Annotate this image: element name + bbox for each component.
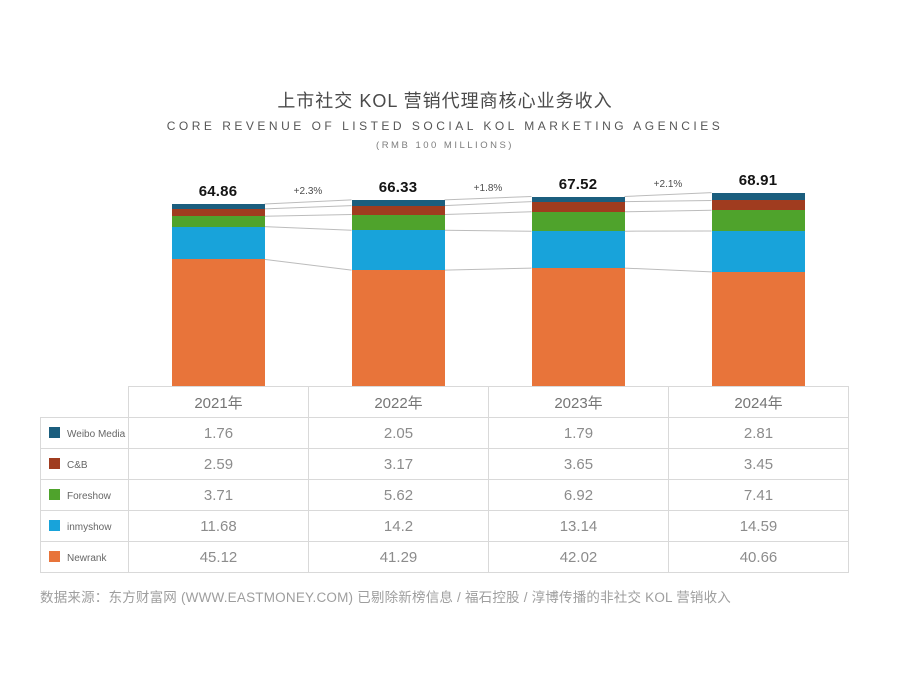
series-legend-cell: C&B <box>40 448 129 480</box>
year-header-cell: 2024年 <box>668 386 849 418</box>
value-cell: 1.76 <box>128 417 309 449</box>
series-legend-cell: inmyshow <box>40 510 129 542</box>
table-body: Weibo Media 1.76 2.05 1.79 2.81 C&B 2.59 3.17 3.… <box>40 417 849 573</box>
bar-total-label: 64.86 <box>198 183 238 200</box>
connector-line <box>444 201 532 207</box>
bar-segment-inmyshow-2024 <box>711 230 805 272</box>
bar-segment-newrank-2023 <box>531 268 625 386</box>
bar-segment-weibo-media-2022 <box>351 199 445 206</box>
series-name-label: Foreshow <box>67 490 111 502</box>
bar-segment-c-b-2024 <box>711 200 805 211</box>
bar-segment-c-b-2021 <box>171 208 265 217</box>
connector-line <box>264 214 352 217</box>
bar-segment-inmyshow-2021 <box>171 226 265 260</box>
bar-segment-newrank-2024 <box>711 271 805 386</box>
connector-line <box>624 192 712 197</box>
value-cell: 2.05 <box>308 417 489 449</box>
bar-segment-foreshow-2024 <box>711 210 805 231</box>
connector-line <box>444 196 532 201</box>
bar-total-label: 68.91 <box>738 171 778 189</box>
bar-segment-foreshow-2021 <box>171 216 265 227</box>
value-cell: 13.14 <box>488 510 669 542</box>
year-header-cell: 2023年 <box>488 386 669 418</box>
year-header-cell: 2021年 <box>128 386 309 418</box>
value-cell: 3.65 <box>488 448 669 480</box>
bar-segment-inmyshow-2023 <box>531 231 625 269</box>
connector-line <box>624 209 712 213</box>
growth-rate-label: +2.3% <box>293 185 323 197</box>
bar-segment-weibo-media-2021 <box>171 204 265 209</box>
value-cell: 3.71 <box>128 479 309 511</box>
page-title: 上市社交 KOL 营销代理商核心业务收入 <box>277 91 613 111</box>
connector-line <box>624 200 712 203</box>
value-cell: 3.45 <box>668 448 849 480</box>
year-header-cell: 2022年 <box>308 386 489 418</box>
value-cell: 41.29 <box>308 541 489 573</box>
series-legend-cell: Newrank <box>40 541 129 573</box>
table-row-foreshow: Foreshow 3.71 5.62 6.92 7.41 <box>40 479 849 511</box>
bar-segment-inmyshow-2022 <box>351 230 445 271</box>
connector-line <box>264 226 352 231</box>
legend-header-cell <box>41 387 129 418</box>
legend-swatch-icon <box>49 519 60 531</box>
table-row-weibo-media: Weibo Media 1.76 2.05 1.79 2.81 <box>40 417 849 449</box>
connector-line <box>444 229 532 232</box>
series-name-label: Newrank <box>67 552 107 564</box>
bar-segment-c-b-2023 <box>531 201 625 212</box>
bar-total-label: 66.33 <box>378 178 418 196</box>
series-name-label: inmyshow <box>67 521 112 533</box>
bar-segment-c-b-2022 <box>351 205 445 215</box>
value-cell: 5.62 <box>308 479 489 511</box>
growth-rate-label: +1.8% <box>473 182 503 194</box>
value-cell: 6.92 <box>488 479 669 511</box>
table-row-inmyshow: inmyshow 11.68 14.2 13.14 14.59 <box>40 510 849 542</box>
connector-line <box>264 199 352 205</box>
bar-segment-foreshow-2023 <box>531 211 625 232</box>
table-header-row: 2021年 2022年 2023年 2024年 <box>41 386 849 418</box>
legend-swatch-icon <box>49 550 60 562</box>
connector-line <box>444 267 532 271</box>
legend-swatch-icon <box>49 488 60 500</box>
bar-segment-newrank-2021 <box>171 259 265 386</box>
connector-line <box>444 211 532 215</box>
value-cell: 11.68 <box>128 510 309 542</box>
value-cell: 14.2 <box>308 510 489 542</box>
source-note: 数据来源：东方财富网 (WWW.EASTMONEY.COM) 已剔除新榜信息 /… <box>40 590 732 605</box>
value-cell: 14.59 <box>668 510 849 542</box>
value-cell: 2.59 <box>128 448 309 480</box>
series-name-label: C&B <box>67 459 88 471</box>
value-cell: 42.02 <box>488 541 669 573</box>
table-row-c-b: C&B 2.59 3.17 3.65 3.45 <box>40 448 849 480</box>
connector-line <box>264 205 352 210</box>
page-subtitle: CORE REVENUE OF LISTED SOCIAL KOL MARKET… <box>166 119 724 133</box>
growth-rate-label: +2.1% <box>653 178 683 190</box>
connector-line <box>264 258 352 271</box>
value-cell: 2.81 <box>668 417 849 449</box>
bar-segment-newrank-2022 <box>351 270 445 386</box>
value-cell: 40.66 <box>668 541 849 573</box>
legend-swatch-icon <box>49 426 60 438</box>
bar-segment-weibo-media-2023 <box>531 196 625 202</box>
bar-total-label: 67.52 <box>558 175 598 193</box>
series-legend-cell: Foreshow <box>40 479 129 511</box>
connector-line <box>624 267 712 273</box>
series-legend-cell: Weibo Media <box>40 417 129 449</box>
table-header: 2021年 2022年 2023年 2024年 <box>41 386 849 418</box>
bar-segment-weibo-media-2024 <box>711 192 805 201</box>
unit-note: (RMB 100 MILLIONS) <box>376 140 514 151</box>
value-cell: 3.17 <box>308 448 489 480</box>
value-cell: 7.41 <box>668 479 849 511</box>
table-row-newrank: Newrank 45.12 41.29 42.02 40.66 <box>40 541 849 573</box>
value-cell: 45.12 <box>128 541 309 573</box>
legend-swatch-icon <box>49 457 60 469</box>
bar-segment-foreshow-2022 <box>351 214 445 231</box>
series-name-label: Weibo Media <box>67 428 126 440</box>
value-cell: 1.79 <box>488 417 669 449</box>
data-table: 2021年 2022年 2023年 2024年 Weibo Media 1.76 2.05… <box>40 386 849 573</box>
